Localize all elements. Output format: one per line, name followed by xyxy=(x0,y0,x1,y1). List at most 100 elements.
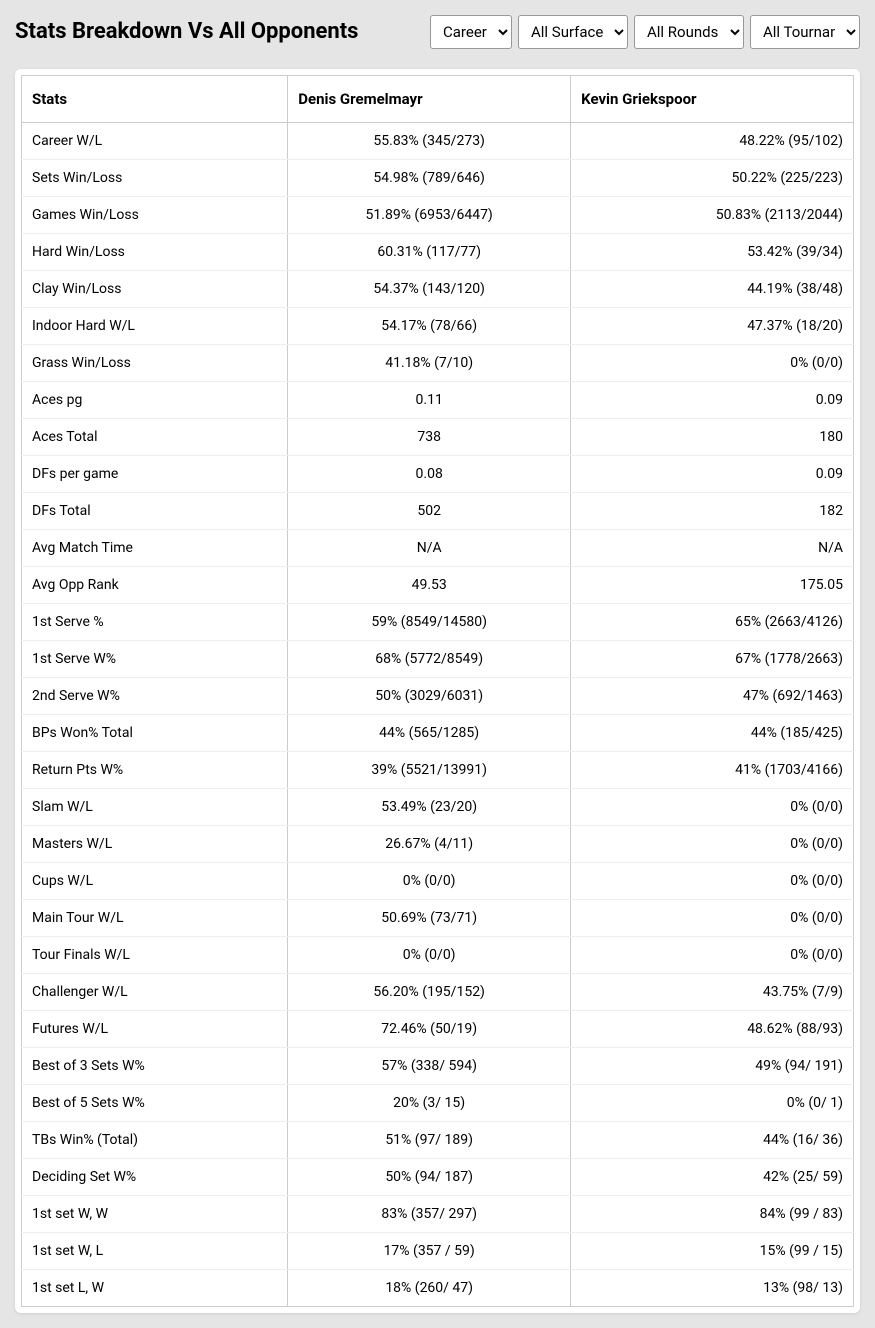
player2-value: 84% (99 / 83) xyxy=(571,1196,854,1233)
player2-value: 15% (99 / 15) xyxy=(571,1233,854,1270)
table-row: Cups W/L0% (0/0)0% (0/0) xyxy=(22,863,854,900)
player1-value: 56.20% (195/152) xyxy=(288,974,571,1011)
surface-select[interactable]: All Surfaces xyxy=(518,15,628,49)
table-row: DFs Total502182 xyxy=(22,493,854,530)
col-header-stats: Stats xyxy=(22,76,288,123)
player2-value: 48.62% (88/93) xyxy=(571,1011,854,1048)
stat-label: Aces Total xyxy=(22,419,288,456)
table-row: Indoor Hard W/L54.17% (78/66)47.37% (18/… xyxy=(22,308,854,345)
stat-label: Futures W/L xyxy=(22,1011,288,1048)
player1-value: 59% (8549/14580) xyxy=(288,604,571,641)
player2-value: 49% (94/ 191) xyxy=(571,1048,854,1085)
table-row: 2nd Serve W%50% (3029/6031)47% (692/1463… xyxy=(22,678,854,715)
stat-label: Aces pg xyxy=(22,382,288,419)
table-row: Avg Match TimeN/AN/A xyxy=(22,530,854,567)
player1-value: 41.18% (7/10) xyxy=(288,345,571,382)
stat-label: 1st set W, W xyxy=(22,1196,288,1233)
player2-value: 47% (692/1463) xyxy=(571,678,854,715)
stats-table-container: Stats Denis Gremelmayr Kevin Griekspoor … xyxy=(15,69,860,1313)
player1-value: 0.08 xyxy=(288,456,571,493)
table-row: Tour Finals W/L0% (0/0)0% (0/0) xyxy=(22,937,854,974)
player1-value: 0% (0/0) xyxy=(288,937,571,974)
stat-label: Career W/L xyxy=(22,123,288,160)
player2-value: 42% (25/ 59) xyxy=(571,1159,854,1196)
stat-label: Avg Opp Rank xyxy=(22,567,288,604)
player2-value: 175.05 xyxy=(571,567,854,604)
table-row: Aces Total738180 xyxy=(22,419,854,456)
stat-label: TBs Win% (Total) xyxy=(22,1122,288,1159)
player1-value: 0% (0/0) xyxy=(288,863,571,900)
stat-label: Games Win/Loss xyxy=(22,197,288,234)
table-row: Deciding Set W%50% (94/ 187)42% (25/ 59) xyxy=(22,1159,854,1196)
stat-label: Grass Win/Loss xyxy=(22,345,288,382)
table-header-row: Stats Denis Gremelmayr Kevin Griekspoor xyxy=(22,76,854,123)
player1-value: 54.98% (789/646) xyxy=(288,160,571,197)
table-row: Best of 3 Sets W%57% (338/ 594)49% (94/ … xyxy=(22,1048,854,1085)
stat-label: Deciding Set W% xyxy=(22,1159,288,1196)
player2-value: 0.09 xyxy=(571,456,854,493)
rounds-select[interactable]: All Rounds xyxy=(634,15,744,49)
stat-label: Sets Win/Loss xyxy=(22,160,288,197)
stat-label: Main Tour W/L xyxy=(22,900,288,937)
player2-value: 48.22% (95/102) xyxy=(571,123,854,160)
player2-value: 50.22% (225/223) xyxy=(571,160,854,197)
player1-value: 18% (260/ 47) xyxy=(288,1270,571,1307)
player2-value: 53.42% (39/34) xyxy=(571,234,854,271)
player2-value: 43.75% (7/9) xyxy=(571,974,854,1011)
stat-label: Hard Win/Loss xyxy=(22,234,288,271)
table-row: Main Tour W/L50.69% (73/71)0% (0/0) xyxy=(22,900,854,937)
player1-value: 68% (5772/8549) xyxy=(288,641,571,678)
player2-value: 44% (185/425) xyxy=(571,715,854,752)
table-row: Masters W/L26.67% (4/11)0% (0/0) xyxy=(22,826,854,863)
tournaments-select[interactable]: All Tournaments xyxy=(750,15,860,49)
player1-value: 0.11 xyxy=(288,382,571,419)
player2-value: 0% (0/0) xyxy=(571,863,854,900)
table-row: Avg Opp Rank49.53175.05 xyxy=(22,567,854,604)
player1-value: 83% (357/ 297) xyxy=(288,1196,571,1233)
stat-label: Return Pts W% xyxy=(22,752,288,789)
player1-value: 51.89% (6953/6447) xyxy=(288,197,571,234)
stat-label: Clay Win/Loss xyxy=(22,271,288,308)
player1-value: 738 xyxy=(288,419,571,456)
player1-value: 44% (565/1285) xyxy=(288,715,571,752)
player1-value: 54.37% (143/120) xyxy=(288,271,571,308)
stat-label: Indoor Hard W/L xyxy=(22,308,288,345)
player1-value: 72.46% (50/19) xyxy=(288,1011,571,1048)
player2-value: 182 xyxy=(571,493,854,530)
player1-value: 50% (94/ 187) xyxy=(288,1159,571,1196)
player2-value: 0% (0/0) xyxy=(571,900,854,937)
player1-value: 55.83% (345/273) xyxy=(288,123,571,160)
table-row: TBs Win% (Total)51% (97/ 189)44% (16/ 36… xyxy=(22,1122,854,1159)
stats-table: Stats Denis Gremelmayr Kevin Griekspoor … xyxy=(21,75,854,1307)
player1-value: 54.17% (78/66) xyxy=(288,308,571,345)
player1-value: 51% (97/ 189) xyxy=(288,1122,571,1159)
period-select[interactable]: Career xyxy=(430,15,512,49)
table-row: 1st set L, W18% (260/ 47)13% (98/ 13) xyxy=(22,1270,854,1307)
player2-value: N/A xyxy=(571,530,854,567)
stat-label: Best of 3 Sets W% xyxy=(22,1048,288,1085)
player1-value: 17% (357 / 59) xyxy=(288,1233,571,1270)
player2-value: 67% (1778/2663) xyxy=(571,641,854,678)
player2-value: 13% (98/ 13) xyxy=(571,1270,854,1307)
player2-value: 0.09 xyxy=(571,382,854,419)
stat-label: Best of 5 Sets W% xyxy=(22,1085,288,1122)
page-title: Stats Breakdown Vs All Opponents xyxy=(15,19,358,45)
stat-label: 1st set L, W xyxy=(22,1270,288,1307)
col-header-player1: Denis Gremelmayr xyxy=(288,76,571,123)
table-row: Sets Win/Loss54.98% (789/646)50.22% (225… xyxy=(22,160,854,197)
table-row: Challenger W/L56.20% (195/152)43.75% (7/… xyxy=(22,974,854,1011)
player1-value: 50.69% (73/71) xyxy=(288,900,571,937)
table-row: Futures W/L72.46% (50/19)48.62% (88/93) xyxy=(22,1011,854,1048)
stat-label: BPs Won% Total xyxy=(22,715,288,752)
player2-value: 50.83% (2113/2044) xyxy=(571,197,854,234)
player1-value: 60.31% (117/77) xyxy=(288,234,571,271)
table-row: Career W/L55.83% (345/273)48.22% (95/102… xyxy=(22,123,854,160)
player1-value: 39% (5521/13991) xyxy=(288,752,571,789)
table-row: Best of 5 Sets W%20% (3/ 15)0% (0/ 1) xyxy=(22,1085,854,1122)
table-row: Aces pg0.110.09 xyxy=(22,382,854,419)
player1-value: 53.49% (23/20) xyxy=(288,789,571,826)
player2-value: 41% (1703/4166) xyxy=(571,752,854,789)
stat-label: DFs per game xyxy=(22,456,288,493)
header: Stats Breakdown Vs All Opponents Career … xyxy=(15,15,860,49)
stat-label: Avg Match Time xyxy=(22,530,288,567)
